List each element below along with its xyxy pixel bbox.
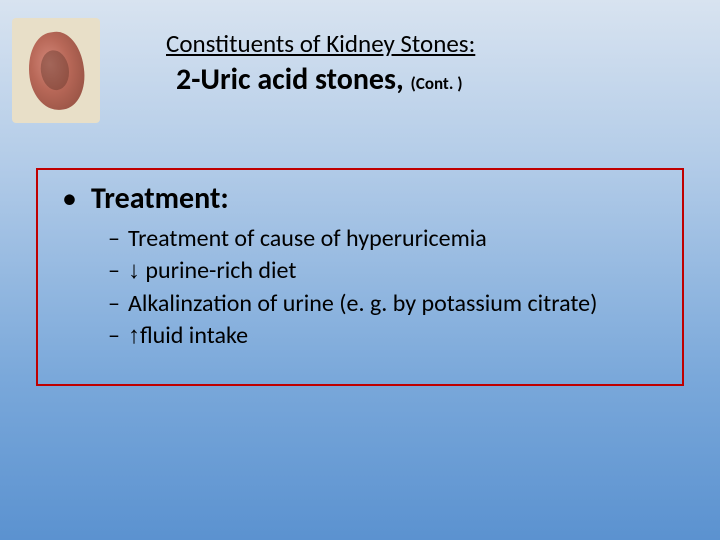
list-item: ↑fluid intake bbox=[108, 320, 658, 352]
slide-title: Constituents of Kidney Stones: bbox=[160, 28, 640, 59]
subtitle-main: 2-Uric acid stones, bbox=[176, 61, 404, 98]
kidney-image bbox=[12, 18, 100, 123]
header: Constituents of Kidney Stones: 2-Uric ac… bbox=[160, 28, 640, 98]
list-item: Alkalinzation of urine (e. g. by potassi… bbox=[108, 288, 658, 320]
list-item: ↓ purine-rich diet bbox=[108, 255, 658, 287]
content-box: Treatment: Treatment of cause of hyperur… bbox=[36, 168, 684, 386]
subtitle-cont: (Cont. ) bbox=[411, 73, 463, 94]
heading-text: Treatment: bbox=[91, 180, 229, 217]
up-arrow-icon: ↑ bbox=[128, 322, 140, 349]
item-text: purine-rich diet bbox=[140, 256, 296, 285]
kidney-shape bbox=[23, 28, 88, 113]
item-text: Treatment of cause of hyperuricemia bbox=[128, 224, 487, 253]
slide-subtitle: 2-Uric acid stones, (Cont. ) bbox=[160, 61, 640, 98]
treatment-list: Treatment of cause of hyperuricemia ↓ pu… bbox=[62, 223, 658, 353]
list-item: Treatment of cause of hyperuricemia bbox=[108, 223, 658, 255]
down-arrow-icon: ↓ bbox=[128, 257, 140, 284]
item-text: fluid intake bbox=[140, 321, 248, 350]
treatment-heading: Treatment: bbox=[62, 180, 658, 217]
item-text: Alkalinzation of urine (e. g. by potassi… bbox=[128, 289, 597, 318]
